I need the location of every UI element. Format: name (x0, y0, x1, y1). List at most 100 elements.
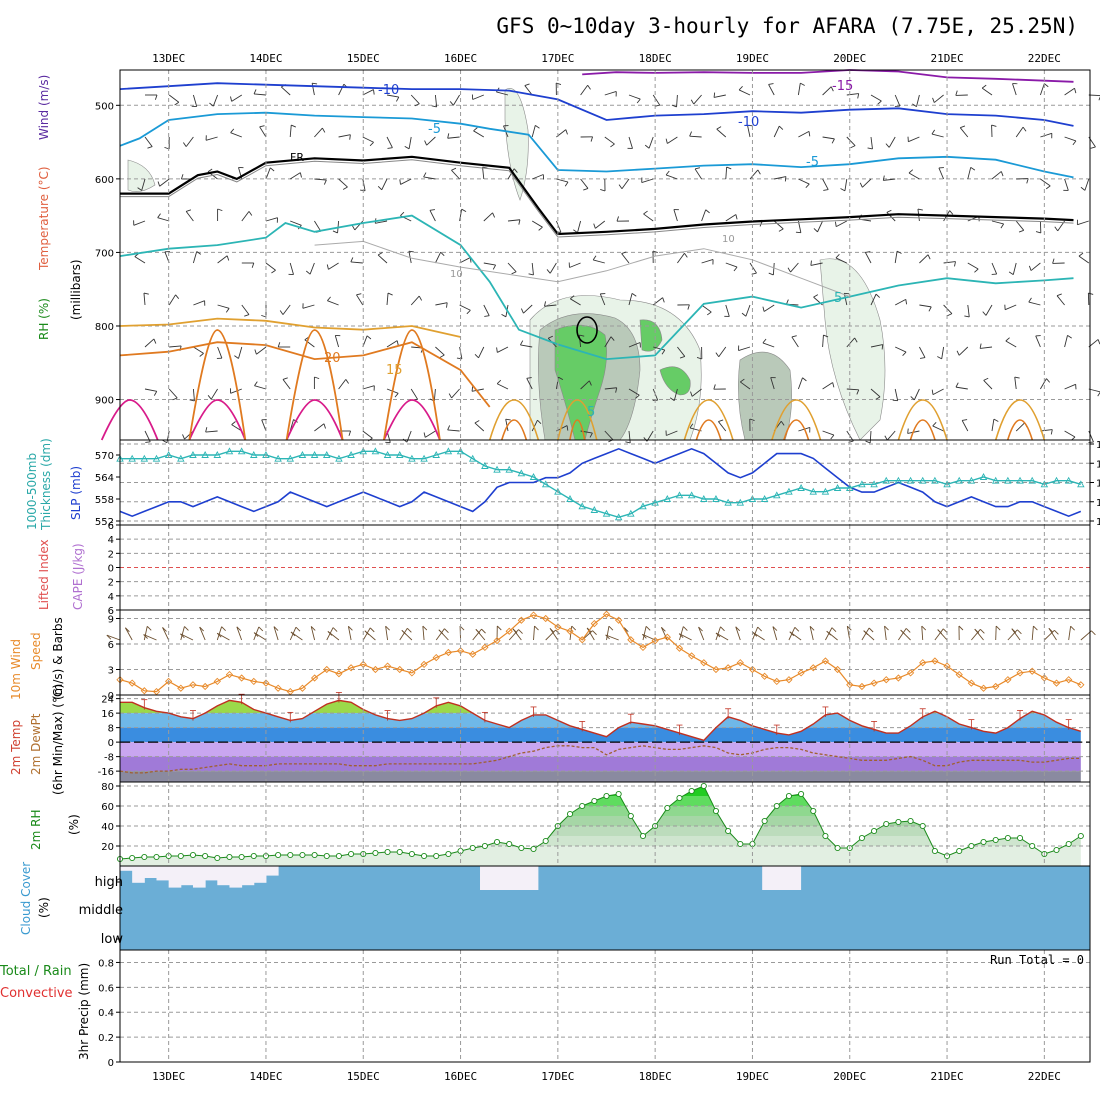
thickness-marker (505, 465, 513, 473)
y-tick-label: 0.6 (98, 983, 114, 994)
contour-label-m15: -15 (832, 79, 853, 94)
thickness-marker (858, 480, 866, 488)
wind-barb-tick (789, 631, 795, 637)
rh-marker (141, 853, 148, 861)
thickness-marker (335, 454, 343, 462)
upper-wind-barb (846, 136, 856, 146)
upper-wind-barb (822, 178, 829, 190)
upper-wind-barb (210, 388, 218, 400)
rh-marker (189, 851, 197, 859)
upper-wind-barb-tick (471, 386, 474, 392)
wind-speed-marker (542, 614, 550, 623)
upper-wind-barb-tick (690, 391, 693, 397)
wind-speed-marker (323, 665, 331, 674)
upper-wind-barb-tick (993, 418, 999, 422)
wind-barb (971, 628, 981, 641)
y-tick-label: 20 (101, 842, 114, 853)
thickness-marker (1028, 476, 1036, 484)
upper-wind-barb (290, 220, 302, 226)
upper-wind-barb-tick (621, 251, 627, 254)
upper-wind-barb-tick (982, 311, 987, 316)
upper-wind-barb-tick (882, 175, 885, 181)
upper-wind-barb-tick (896, 250, 902, 254)
upper-wind-barb (254, 385, 267, 390)
label-wind10-b: Speed (29, 632, 43, 670)
upper-wind-barb-tick (535, 125, 540, 129)
upper-wind-barb (846, 337, 856, 348)
wind-speed-marker (505, 627, 513, 635)
upper-wind-barb (894, 388, 899, 401)
wind-barb-tick (444, 628, 449, 633)
upper-wind-barb-tick (209, 102, 214, 107)
upper-wind-barb-tick (588, 380, 592, 386)
upper-wind-barb (628, 293, 633, 306)
upper-wind-barb (593, 259, 605, 264)
wind-speed-marker (201, 682, 209, 691)
upper-wind-barb-tick (174, 101, 180, 106)
wind-barb (809, 626, 814, 641)
panel-labels: RH (%) Temperature (°C) Wind (m/s) (mill… (0, 75, 1084, 1060)
thickness-marker (614, 513, 623, 521)
rh-marker (1077, 832, 1084, 840)
upper-wind-barb (958, 346, 969, 356)
label-thickness-b: Thickness (dm) (39, 438, 53, 531)
upper-wind-barb (1004, 304, 1017, 311)
wind-barb-tick (884, 625, 889, 631)
upper-wind-barb-tick (589, 432, 593, 438)
high-cloud-clear (762, 866, 802, 890)
y-tick-label: 6 (108, 606, 114, 617)
upper-wind-barb-tick (323, 423, 326, 429)
upper-wind-barb (483, 262, 496, 266)
upper-wind-barb (1064, 136, 1077, 142)
upper-wind-barb (459, 209, 463, 222)
y-tick-label: 1024 (1096, 479, 1100, 490)
upper-wind-barb-tick (787, 267, 791, 273)
upper-wind-barb (908, 136, 920, 143)
upper-wind-barb-tick (583, 188, 589, 191)
wind-barb (143, 634, 157, 641)
upper-wind-barb (648, 136, 654, 149)
upper-wind-barb (718, 346, 727, 357)
wind-speed-marker (724, 664, 732, 672)
contour-label-t5: 5 (834, 291, 842, 306)
temp-line (120, 699, 1082, 742)
date-label-top: 13DEC (152, 52, 185, 65)
wind-barb-tick (794, 626, 800, 632)
upper-wind-barb-tick (360, 189, 366, 192)
upper-wind-barb (338, 379, 347, 390)
thickness-marker (906, 476, 915, 484)
wind-speed-marker (760, 672, 769, 680)
upper-wind-barb-tick (544, 301, 547, 307)
upper-wind-barb-tick (1026, 178, 1029, 184)
upper-wind-barb (1030, 262, 1041, 271)
contour-loop (383, 399, 441, 441)
wind-speed-marker (992, 682, 1000, 691)
thickness-marker (323, 451, 331, 458)
upper-wind-barb (797, 83, 801, 96)
upper-wind-barb-tick (937, 356, 942, 360)
upper-wind-barb-tick (400, 211, 405, 217)
y-tick-label: 558 (95, 495, 114, 506)
upper-wind-barb (507, 262, 517, 273)
rh-marker (226, 853, 233, 861)
upper-wind-barb (1012, 262, 1017, 275)
wind-barb-tick (184, 626, 189, 631)
upper-wind-barb (309, 262, 315, 275)
upper-wind-barb (166, 430, 170, 443)
thickness-marker (201, 451, 209, 458)
wind-barb-tick (401, 629, 407, 635)
upper-wind-barb (192, 251, 198, 264)
thickness-marker (797, 484, 805, 491)
upper-wind-barb (410, 295, 420, 306)
thickness-marker (408, 454, 416, 462)
wind-barb-tick (752, 632, 758, 637)
upper-wind-barb (362, 136, 374, 143)
wind-speed-marker (700, 659, 708, 667)
upper-wind-barb-tick (955, 382, 959, 388)
upper-wind-barb (762, 342, 775, 348)
contour-loop (557, 399, 598, 441)
upper-wind-barb (451, 169, 460, 180)
wind-speed-marker (444, 648, 453, 657)
y-tick-label: 6 (108, 521, 114, 532)
upper-wind-barb (478, 346, 485, 358)
